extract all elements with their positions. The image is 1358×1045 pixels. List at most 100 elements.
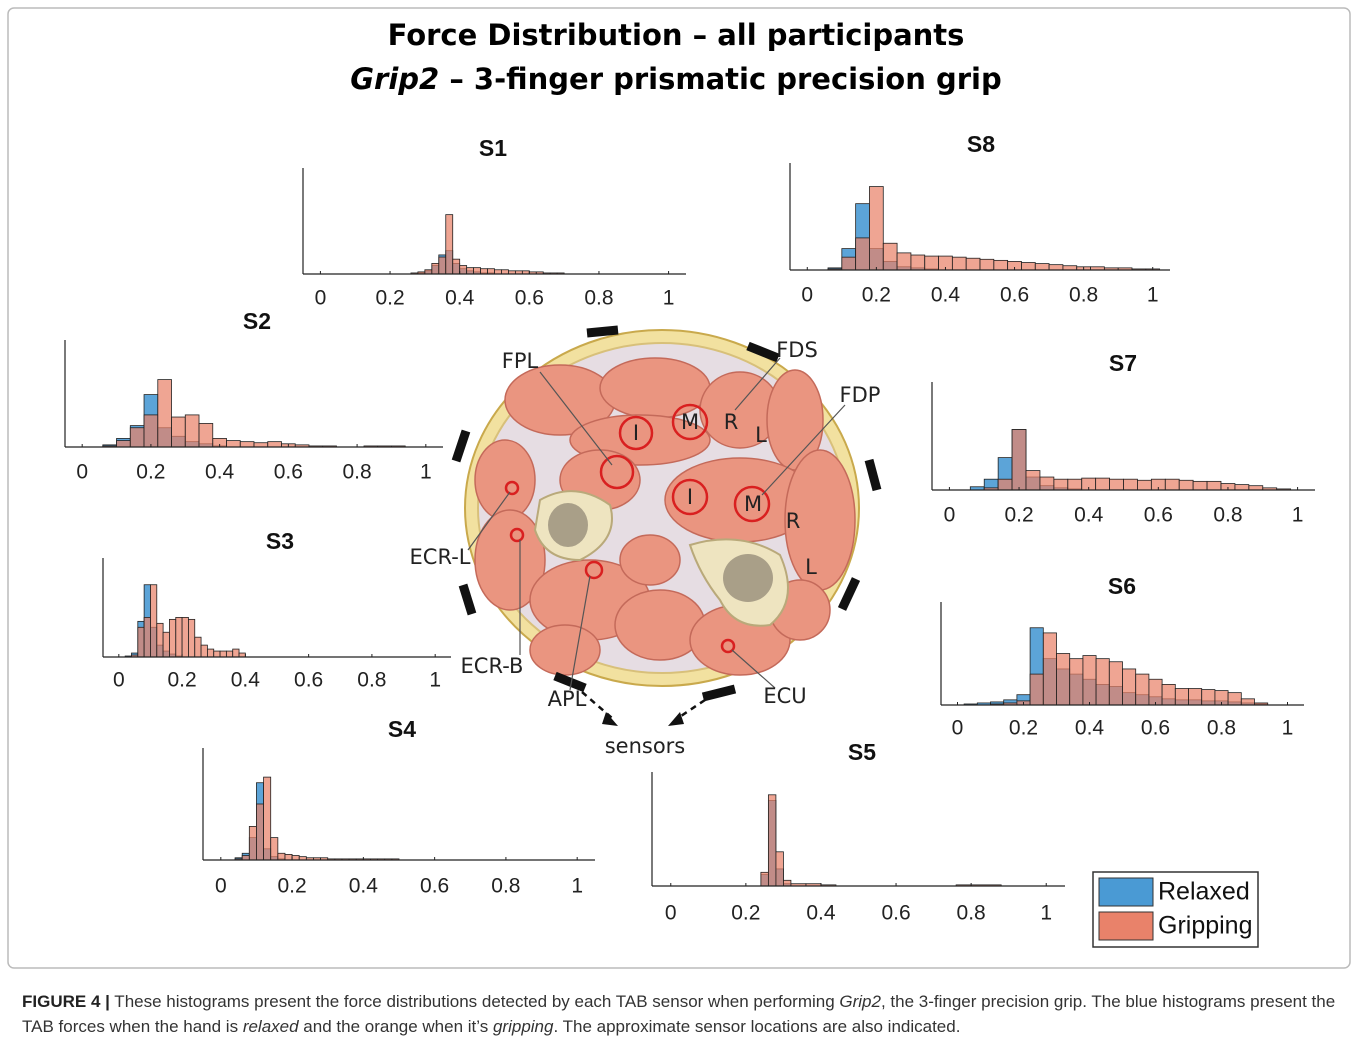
histogram-bar xyxy=(761,872,769,886)
x-tick-label: 1 xyxy=(1147,284,1159,307)
histogram-bar xyxy=(199,423,213,447)
caption-text: and the orange when it’s xyxy=(299,1017,493,1036)
histogram-bar xyxy=(1136,674,1149,705)
histogram-bar xyxy=(1043,633,1056,705)
histogram-bar xyxy=(1068,479,1082,490)
histogram-bar xyxy=(1207,481,1221,490)
x-tick-label: 1 xyxy=(429,669,441,692)
histogram-bar xyxy=(911,255,925,270)
x-tick-label: 0 xyxy=(952,717,964,740)
x-tick-label: 0.8 xyxy=(1207,717,1236,740)
x-tick-label: 1 xyxy=(663,287,675,310)
histogram-bar xyxy=(1021,263,1035,270)
title-line1: Force Distribution – all participants xyxy=(388,18,965,52)
x-tick-label: 0.4 xyxy=(931,284,961,307)
histogram-bar xyxy=(952,257,966,270)
histogram-bar xyxy=(1175,689,1188,705)
x-tick-label: 0.8 xyxy=(957,902,986,925)
x-tick-label: 0.4 xyxy=(806,902,836,925)
histogram-bar xyxy=(1123,669,1136,705)
histogram-bar xyxy=(1162,684,1175,705)
legend-label: Gripping xyxy=(1158,912,1253,940)
chart-title: S8 xyxy=(967,131,995,157)
histogram-bar xyxy=(163,632,169,657)
histogram-bar xyxy=(925,256,939,270)
x-tick-label: 0 xyxy=(944,504,956,527)
histogram-bar xyxy=(856,238,870,270)
histogram-bar xyxy=(495,270,502,274)
histogram-bar xyxy=(1202,690,1215,705)
histogram-bar xyxy=(150,585,156,657)
muscle-label: M xyxy=(681,410,699,434)
histogram-bar xyxy=(1249,486,1263,490)
histogram-bar xyxy=(439,257,446,274)
histogram-bar xyxy=(172,417,186,447)
x-tick-label: 0.6 xyxy=(515,287,544,310)
histogram: S400.20.40.60.81 xyxy=(203,716,595,897)
histogram-bar xyxy=(242,856,249,860)
x-tick-label: 0.4 xyxy=(231,669,261,692)
x-tick-label: 0.8 xyxy=(584,287,613,310)
x-tick-label: 1 xyxy=(1040,902,1052,925)
x-tick-label: 0.8 xyxy=(357,669,386,692)
histogram-bar xyxy=(188,619,194,657)
histogram-bar xyxy=(157,623,163,657)
muscle-label: I xyxy=(633,421,639,445)
histogram-bar xyxy=(214,651,220,657)
x-tick-label: 0.4 xyxy=(349,875,379,898)
legend: Relaxed Gripping xyxy=(1093,872,1258,947)
histogram-bar xyxy=(278,853,285,860)
histogram-bar xyxy=(966,258,980,270)
x-tick-label: 0.2 xyxy=(375,287,404,310)
caption-italic: gripping xyxy=(493,1017,554,1036)
histogram-bar xyxy=(176,617,182,657)
x-tick-label: 1 xyxy=(571,875,583,898)
muscle-label: FDP xyxy=(840,383,881,407)
histogram-bar xyxy=(1049,265,1063,270)
legend-swatch xyxy=(1099,912,1153,940)
x-tick-label: 0.6 xyxy=(1144,504,1173,527)
histogram-bar xyxy=(1040,477,1054,490)
legend-label: Relaxed xyxy=(1158,878,1250,906)
histogram-bar xyxy=(254,443,268,447)
histogram-bar xyxy=(138,627,144,657)
histogram-bar xyxy=(144,617,150,657)
histogram-bar xyxy=(768,795,776,886)
chart-title: S7 xyxy=(1109,350,1137,376)
sensors-label: sensors xyxy=(605,734,686,758)
muscle-label: R xyxy=(786,509,801,533)
histogram-bar xyxy=(446,215,453,274)
x-tick-label: 0.6 xyxy=(420,875,449,898)
x-tick-label: 0.6 xyxy=(881,902,910,925)
title-line2: Grip2 – 3-finger prismatic precision gri… xyxy=(350,62,1001,96)
histogram: S500.20.40.60.81 xyxy=(652,739,1065,924)
muscle-label: FPL xyxy=(502,349,539,373)
histogram-bar xyxy=(220,651,226,657)
x-tick-label: 0.2 xyxy=(731,902,760,925)
muscle-label: APL xyxy=(548,687,587,711)
histogram-bar xyxy=(1030,674,1043,705)
x-tick-label: 0.8 xyxy=(342,461,371,484)
histogram-bar xyxy=(783,880,791,886)
x-tick-label: 0.2 xyxy=(862,284,891,307)
chart-canvas: Force Distribution – all participants Gr… xyxy=(0,0,1358,1045)
x-tick-label: 0.2 xyxy=(136,461,165,484)
muscle-label: M xyxy=(744,492,762,516)
x-tick-label: 0.2 xyxy=(277,875,306,898)
histogram-bar xyxy=(980,259,994,270)
histogram-bar xyxy=(226,651,232,657)
histogram-bar xyxy=(1110,479,1124,490)
x-tick-label: 0.6 xyxy=(1000,284,1029,307)
x-tick-label: 0.4 xyxy=(1074,504,1104,527)
x-tick-label: 0.8 xyxy=(1069,284,1098,307)
histogram-bar xyxy=(425,270,432,274)
caption-italic: relaxed xyxy=(243,1017,299,1036)
histogram: S300.20.40.60.81 xyxy=(103,528,451,691)
x-tick-label: 0.6 xyxy=(294,669,323,692)
histogram-bar xyxy=(776,852,784,886)
histogram-bar xyxy=(453,259,460,274)
histogram-bar xyxy=(285,854,292,860)
chart-title: S2 xyxy=(243,308,271,334)
histogram-bar xyxy=(169,619,175,657)
